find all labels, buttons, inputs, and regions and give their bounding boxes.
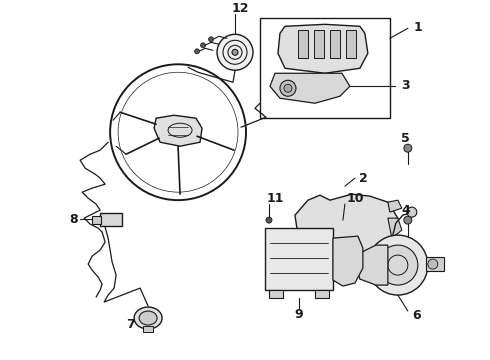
Bar (92, 216, 101, 224)
Text: 2: 2 (359, 172, 368, 185)
Bar (100, 213, 122, 226)
Bar (426, 257, 444, 271)
Circle shape (407, 207, 417, 217)
Polygon shape (278, 24, 368, 73)
Text: 11: 11 (267, 192, 285, 204)
Circle shape (284, 84, 292, 92)
Polygon shape (270, 73, 350, 103)
Text: 12: 12 (232, 2, 249, 15)
Bar (346, 30, 356, 58)
Bar (269, 290, 283, 298)
Circle shape (428, 259, 438, 269)
Text: 1: 1 (414, 21, 422, 34)
Text: 4: 4 (401, 204, 410, 217)
Circle shape (280, 80, 296, 96)
Circle shape (404, 144, 412, 152)
Ellipse shape (134, 307, 162, 329)
Text: 3: 3 (401, 79, 410, 92)
Circle shape (232, 49, 238, 55)
Circle shape (217, 34, 253, 70)
Polygon shape (154, 115, 202, 146)
Text: 9: 9 (294, 307, 303, 320)
Bar (265, 228, 333, 290)
Polygon shape (388, 218, 402, 238)
Bar (143, 326, 153, 332)
Circle shape (209, 37, 214, 42)
Bar (314, 30, 324, 58)
Circle shape (404, 216, 412, 224)
Bar (260, 18, 390, 118)
Text: 6: 6 (412, 309, 420, 321)
Circle shape (195, 49, 199, 54)
Text: 10: 10 (347, 192, 365, 204)
Polygon shape (388, 200, 402, 212)
Polygon shape (356, 245, 388, 285)
Circle shape (378, 245, 418, 285)
Bar (315, 290, 329, 298)
Text: 5: 5 (401, 132, 410, 145)
Circle shape (368, 235, 428, 295)
Text: 8: 8 (69, 213, 77, 226)
Circle shape (266, 217, 272, 223)
Circle shape (200, 43, 205, 48)
Polygon shape (295, 194, 398, 258)
Text: 7: 7 (126, 318, 134, 330)
Polygon shape (333, 236, 363, 286)
Bar (298, 30, 308, 58)
Bar (330, 30, 340, 58)
Ellipse shape (139, 311, 157, 325)
